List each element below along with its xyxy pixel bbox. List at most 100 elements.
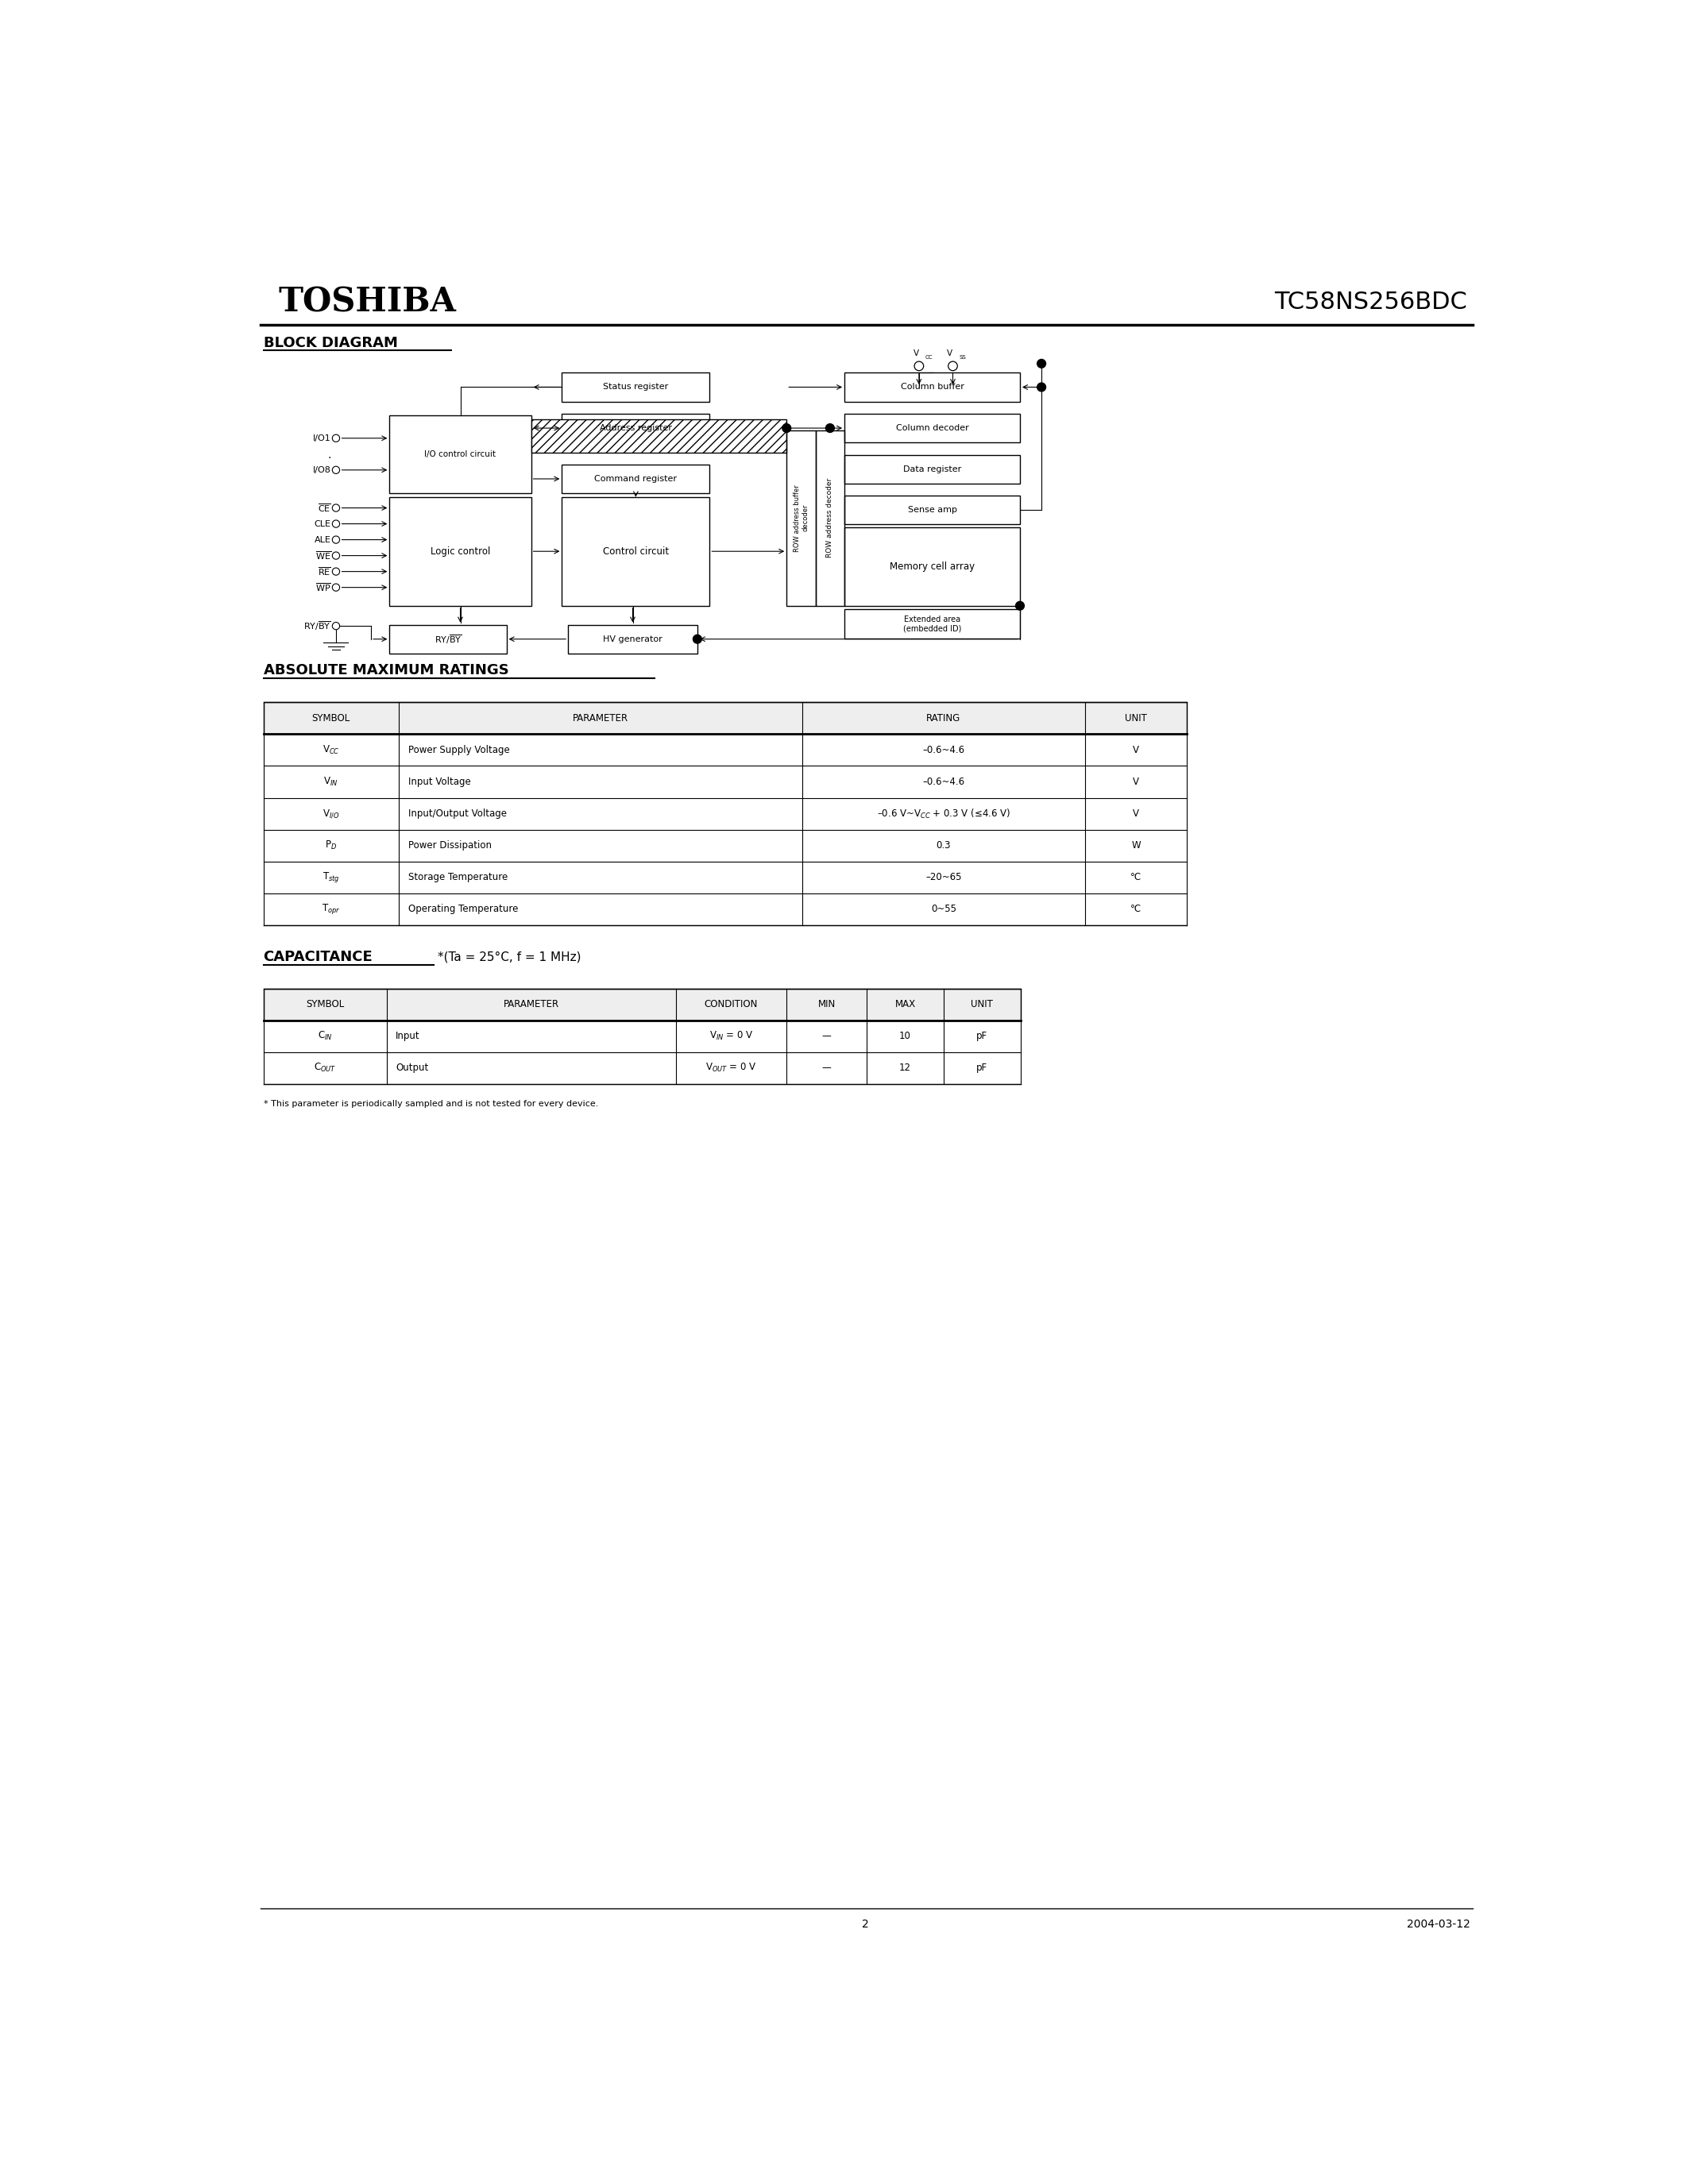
- Text: CONDITION: CONDITION: [704, 1000, 758, 1009]
- Text: TOSHIBA: TOSHIBA: [279, 286, 456, 319]
- Text: C$_{IN}$: C$_{IN}$: [317, 1031, 333, 1042]
- Circle shape: [1016, 601, 1025, 609]
- Text: Column buffer: Column buffer: [900, 382, 964, 391]
- Text: Power Supply Voltage: Power Supply Voltage: [408, 745, 510, 756]
- Text: Data register: Data register: [903, 465, 960, 474]
- Text: Input/Output Voltage: Input/Output Voltage: [408, 808, 506, 819]
- Text: BLOCK DIAGRAM: BLOCK DIAGRAM: [263, 336, 397, 349]
- Text: ALE: ALE: [314, 535, 331, 544]
- Text: Input: Input: [395, 1031, 420, 1042]
- Bar: [844, 529, 1020, 605]
- Bar: [263, 703, 1187, 734]
- Text: V$_{IN}$: V$_{IN}$: [324, 775, 338, 788]
- Text: SS: SS: [959, 356, 966, 360]
- Text: 0.3: 0.3: [937, 841, 950, 850]
- Text: V$_{I/O}$: V$_{I/O}$: [322, 808, 339, 819]
- Text: $\overline{\rm RE}$: $\overline{\rm RE}$: [317, 566, 331, 577]
- Text: V: V: [947, 349, 952, 358]
- Text: ROW address buffer
decoder: ROW address buffer decoder: [793, 485, 809, 553]
- Text: * This parameter is periodically sampled and is not tested for every device.: * This parameter is periodically sampled…: [263, 1099, 598, 1107]
- Text: MAX: MAX: [895, 1000, 915, 1009]
- Text: 0~55: 0~55: [930, 904, 957, 915]
- Bar: [844, 413, 1020, 443]
- Bar: [844, 373, 1020, 402]
- Text: —: —: [822, 1031, 830, 1042]
- Text: T$_{stg}$: T$_{stg}$: [322, 871, 339, 885]
- Text: CAPACITANCE: CAPACITANCE: [263, 950, 373, 963]
- Text: RY/$\overline{\rm BY}$: RY/$\overline{\rm BY}$: [434, 633, 463, 644]
- Text: Operating Temperature: Operating Temperature: [408, 904, 518, 915]
- Bar: [815, 430, 844, 605]
- Text: $\overline{\rm WE}$: $\overline{\rm WE}$: [316, 550, 331, 561]
- Text: PARAMETER: PARAMETER: [503, 1000, 559, 1009]
- Text: V: V: [1133, 778, 1139, 786]
- Text: *(Ta = 25°C, f = 1 MHz): *(Ta = 25°C, f = 1 MHz): [437, 950, 581, 963]
- Text: PARAMETER: PARAMETER: [572, 714, 628, 723]
- Bar: [787, 430, 815, 605]
- Text: –0.6~4.6: –0.6~4.6: [922, 778, 966, 786]
- Bar: [562, 373, 709, 402]
- Text: I/O control circuit: I/O control circuit: [425, 450, 496, 459]
- Bar: [562, 413, 709, 443]
- Text: Column decoder: Column decoder: [896, 424, 969, 432]
- Text: Status register: Status register: [603, 382, 668, 391]
- Text: CC: CC: [925, 356, 933, 360]
- Text: °C: °C: [1131, 871, 1141, 882]
- Text: °C: °C: [1131, 904, 1141, 915]
- Circle shape: [694, 636, 702, 644]
- Text: Sense amp: Sense amp: [908, 507, 957, 513]
- Text: I/O8: I/O8: [312, 465, 331, 474]
- Text: 2: 2: [861, 1918, 869, 1931]
- Bar: [390, 498, 532, 605]
- Text: 12: 12: [900, 1064, 912, 1072]
- Text: Address register: Address register: [599, 424, 672, 432]
- Text: V$_{IN}$ = 0 V: V$_{IN}$ = 0 V: [709, 1031, 753, 1042]
- Text: –20~65: –20~65: [925, 871, 962, 882]
- Bar: [844, 454, 1020, 483]
- Text: W: W: [1131, 841, 1141, 850]
- Bar: [532, 419, 787, 452]
- Text: MIN: MIN: [817, 1000, 836, 1009]
- Text: Output: Output: [395, 1064, 429, 1072]
- Text: .: .: [327, 450, 331, 461]
- Text: Command register: Command register: [594, 474, 677, 483]
- Text: 10: 10: [900, 1031, 912, 1042]
- Text: V: V: [1133, 745, 1139, 756]
- Text: Storage Temperature: Storage Temperature: [408, 871, 508, 882]
- Bar: [562, 465, 709, 494]
- Text: pF: pF: [976, 1064, 987, 1072]
- Text: pF: pF: [976, 1031, 987, 1042]
- Text: T$_{opr}$: T$_{opr}$: [322, 902, 341, 915]
- Text: UNIT: UNIT: [971, 1000, 993, 1009]
- Text: $\overline{\rm CE}$: $\overline{\rm CE}$: [317, 502, 331, 513]
- Text: –0.6~4.6: –0.6~4.6: [922, 745, 966, 756]
- Text: –0.6 V~V$_{CC}$ + 0.3 V (≤4.6 V): –0.6 V~V$_{CC}$ + 0.3 V (≤4.6 V): [876, 808, 1011, 819]
- Text: RATING: RATING: [927, 714, 960, 723]
- Text: V: V: [913, 349, 918, 358]
- Text: Extended area
(embedded ID): Extended area (embedded ID): [903, 616, 962, 633]
- Text: C$_{OUT}$: C$_{OUT}$: [314, 1061, 336, 1075]
- Circle shape: [825, 424, 834, 432]
- Text: Memory cell array: Memory cell array: [890, 561, 974, 572]
- Bar: [844, 496, 1020, 524]
- Text: TC58NS256BDC: TC58NS256BDC: [1274, 290, 1467, 312]
- Text: V$_{CC}$: V$_{CC}$: [322, 745, 339, 756]
- Text: Logic control: Logic control: [430, 546, 490, 557]
- Text: I/O1: I/O1: [312, 435, 331, 441]
- Text: P$_{D}$: P$_{D}$: [326, 839, 338, 852]
- Text: 2004-03-12: 2004-03-12: [1406, 1918, 1470, 1931]
- Circle shape: [1036, 360, 1047, 367]
- Text: SYMBOL: SYMBOL: [312, 714, 349, 723]
- Bar: [569, 625, 697, 653]
- Text: Input Voltage: Input Voltage: [408, 778, 471, 786]
- Bar: [562, 498, 709, 605]
- Bar: [390, 625, 506, 653]
- Text: V: V: [1133, 808, 1139, 819]
- Text: V$_{OUT}$ = 0 V: V$_{OUT}$ = 0 V: [706, 1061, 756, 1075]
- Text: $\overline{\rm WP}$: $\overline{\rm WP}$: [316, 581, 331, 594]
- Bar: [263, 989, 1021, 1020]
- Circle shape: [782, 424, 792, 432]
- Text: —: —: [822, 1064, 830, 1072]
- Text: RY/$\overline{\rm BY}$: RY/$\overline{\rm BY}$: [304, 620, 331, 631]
- Text: Control circuit: Control circuit: [603, 546, 668, 557]
